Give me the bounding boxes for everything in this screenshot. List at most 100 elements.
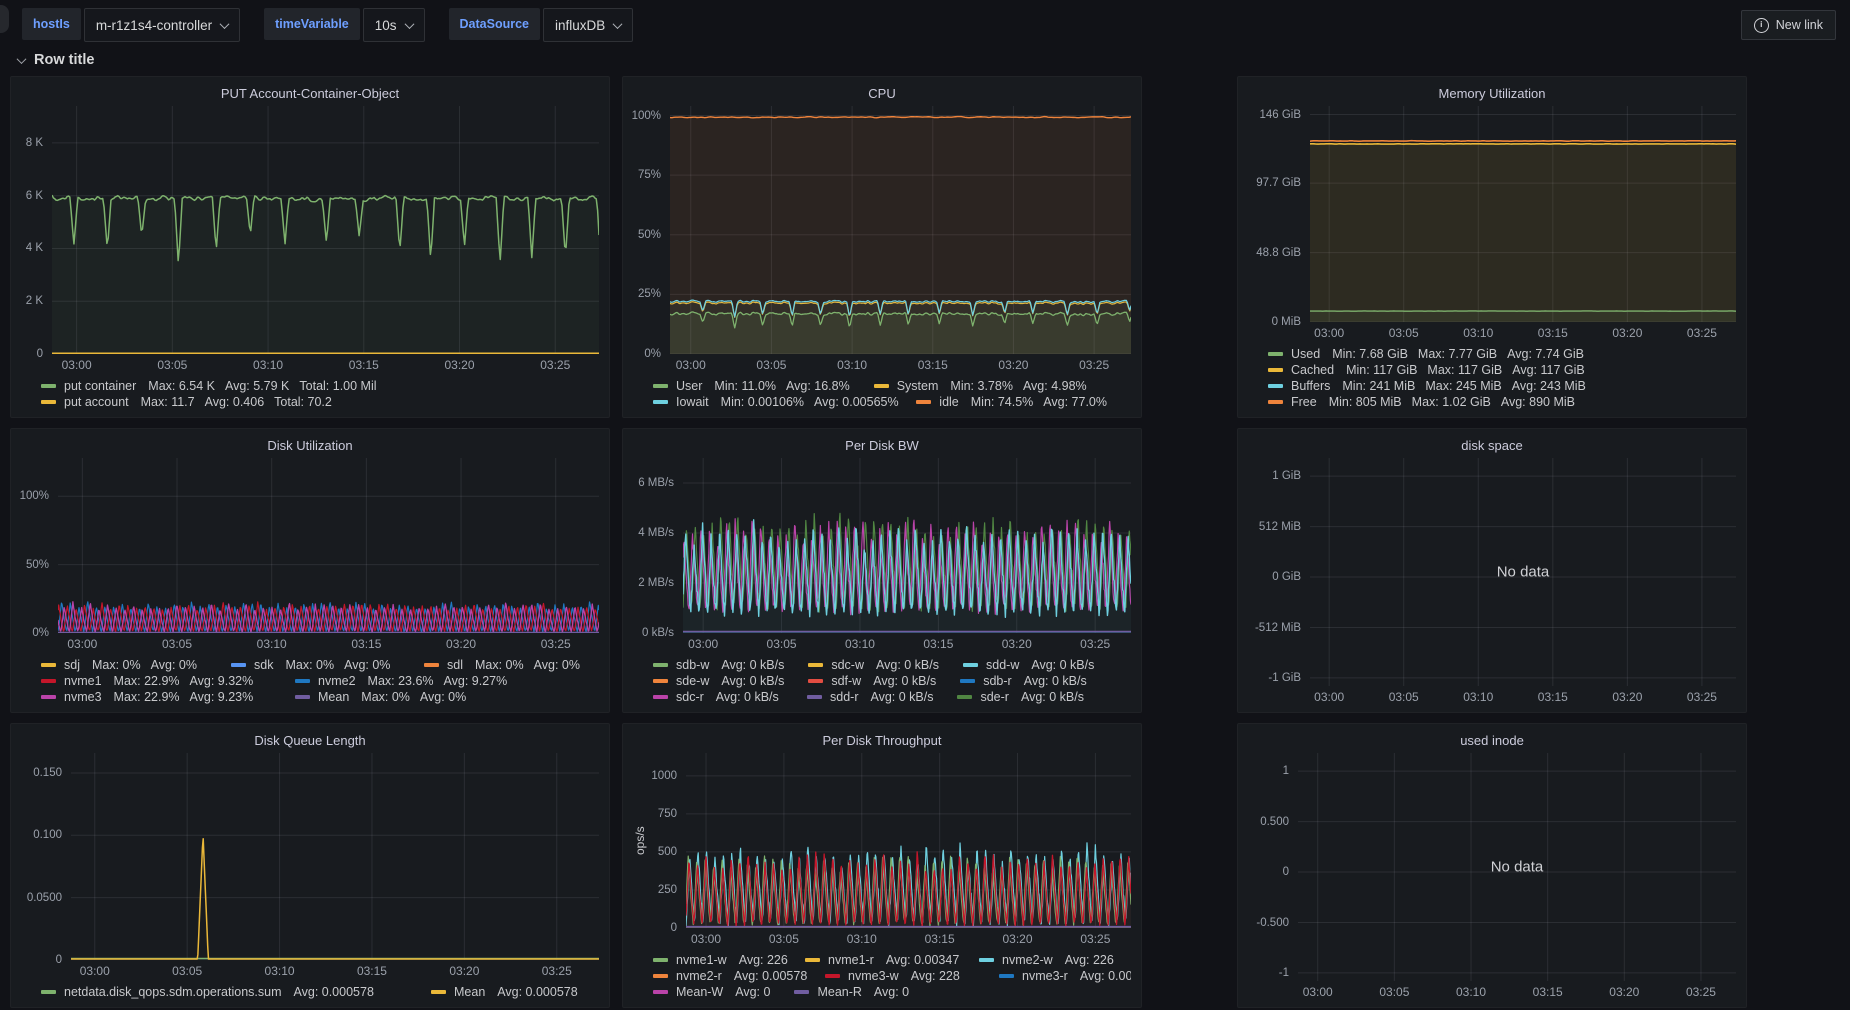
- y-axis-label: ops/s: [633, 753, 649, 928]
- chart-canvas[interactable]: [58, 458, 599, 633]
- chart-canvas[interactable]: [686, 753, 1131, 928]
- x-tick-label: 03:05: [172, 964, 202, 978]
- chevron-down-icon: [17, 54, 27, 64]
- legend-item-buffers[interactable]: BuffersMin: 241 MiBMax: 245 MiBAvg: 243 …: [1268, 379, 1596, 393]
- legend-item-put-container[interactable]: put containerMax: 6.54 KAvg: 5.79 KTotal…: [41, 379, 387, 393]
- chart-canvas[interactable]: [670, 106, 1131, 354]
- y-tick-label: 512 MiB: [1259, 521, 1301, 533]
- legend-swatch: [41, 990, 56, 994]
- legend-item-nvme2-r[interactable]: nvme2-rAvg: 0.00578: [653, 969, 811, 983]
- row-toggle[interactable]: Row title: [0, 48, 108, 76]
- legend-item-sdd-r[interactable]: sdd-rAvg: 0 kB/s: [807, 690, 943, 704]
- y-tick-label: -1: [1279, 967, 1289, 979]
- legend-item-nvme3-r[interactable]: nvme3-rAvg: 0.00867: [999, 969, 1131, 983]
- chart-canvas[interactable]: [1310, 106, 1736, 322]
- panel-title[interactable]: Disk Utilization: [21, 433, 599, 458]
- variable-select-hostis[interactable]: m-r1z1s4-controller: [84, 8, 240, 42]
- sidebar-edge: [0, 5, 9, 33]
- legend-series-name: sdk: [254, 658, 273, 672]
- legend-item-cached[interactable]: CachedMin: 117 GiBMax: 117 GiBAvg: 117 G…: [1268, 363, 1595, 377]
- legend-item-nvme1[interactable]: nvme1Max: 22.9%Avg: 9.32%: [41, 674, 281, 688]
- no-data-message: No data: [1491, 859, 1544, 876]
- panel-title[interactable]: CPU: [633, 81, 1131, 106]
- panel-row: Disk Queue Length0.1500.1000.0500003:000…: [10, 723, 1850, 1008]
- legend-stat: Min: 241 MiB: [1342, 379, 1415, 393]
- legend-item-nvme3-w[interactable]: nvme3-wAvg: 228: [825, 969, 985, 983]
- legend-item-sdj[interactable]: sdjMax: 0%Avg: 0%: [41, 658, 217, 672]
- chart-canvas[interactable]: No data: [1310, 458, 1736, 686]
- panel-title[interactable]: Disk Queue Length: [21, 728, 599, 753]
- variable-value-datasource: influxDB: [555, 18, 605, 33]
- x-tick-label: 03:10: [265, 964, 295, 978]
- legend-item-idle[interactable]: idleMin: 74.5%Avg: 77.0%: [916, 395, 1117, 409]
- legend-item-sdb-r[interactable]: sdb-rAvg: 0 kB/s: [960, 674, 1096, 688]
- legend-swatch: [653, 990, 668, 994]
- x-tick-label: 03:20: [446, 637, 476, 651]
- legend-item-sdf-w[interactable]: sdf-wAvg: 0 kB/s: [808, 674, 946, 688]
- legend-item-nvme3[interactable]: nvme3Max: 22.9%Avg: 9.23%: [41, 690, 281, 704]
- legend-series-name: Mean-R: [817, 985, 861, 999]
- y-tick-label: -1 GiB: [1268, 672, 1301, 684]
- legend-item-used[interactable]: UsedMin: 7.68 GiBMax: 7.77 GiBAvg: 7.74 …: [1268, 347, 1594, 361]
- legend-item-sdl[interactable]: sdlMax: 0%Avg: 0%: [424, 658, 590, 672]
- legend-stat: Min: 117 GiB: [1346, 363, 1417, 377]
- panel-title[interactable]: used inode: [1248, 728, 1736, 753]
- new-link-button[interactable]: i New link: [1741, 10, 1836, 40]
- legend-item-iowait[interactable]: IowaitMin: 0.00106%Avg: 0.00565%: [653, 395, 902, 409]
- x-tick-label: 03:25: [1080, 637, 1110, 651]
- legend-stat: Avg: 4.98%: [1023, 379, 1087, 393]
- variable-select-datasource[interactable]: influxDB: [543, 8, 633, 42]
- legend-item-system[interactable]: SystemMin: 3.78%Avg: 4.98%: [874, 379, 1097, 393]
- legend-stat: Avg: 0.00347: [886, 953, 959, 967]
- legend-item-sdc-w[interactable]: sdc-wAvg: 0 kB/s: [808, 658, 949, 672]
- plot-area: 100%75%50%25%0%: [633, 106, 1131, 354]
- y-tick-label: 100%: [632, 110, 661, 122]
- panel-title[interactable]: PUT Account-Container-Object: [21, 81, 599, 106]
- panel-title[interactable]: disk space: [1248, 433, 1736, 458]
- legend-stat: Min: 74.5%: [971, 395, 1034, 409]
- y-axis: 1 GiB512 MiB0 GiB-512 MiB-1 GiB: [1248, 458, 1310, 686]
- y-tick-label: 97.7 GiB: [1256, 177, 1301, 189]
- legend-item-sdd-w[interactable]: sdd-wAvg: 0 kB/s: [963, 658, 1104, 672]
- panel-title[interactable]: Per Disk Throughput: [633, 728, 1131, 753]
- legend-item-mean-r[interactable]: Mean-RAvg: 0: [794, 985, 919, 999]
- legend-item-sde-w[interactable]: sde-wAvg: 0 kB/s: [653, 674, 794, 688]
- chart-canvas[interactable]: [71, 753, 599, 960]
- variable-datasource: DataSource influxDB: [449, 8, 634, 42]
- legend-item-nvme2[interactable]: nvme2Max: 23.6%Avg: 9.27%: [295, 674, 517, 688]
- y-tick-label: 0: [37, 348, 43, 360]
- legend-item-netdata-disk-qops-sdm-operations-sum[interactable]: netdata.disk_qops.sdm.operations.sumAvg:…: [41, 985, 417, 999]
- x-tick-label: 03:25: [542, 964, 572, 978]
- legend-swatch: [1268, 368, 1283, 372]
- legend-item-mean[interactable]: MeanAvg: 0.000578: [431, 985, 588, 999]
- legend-item-sdk[interactable]: sdkMax: 0%Avg: 0%: [231, 658, 410, 672]
- chart-canvas[interactable]: [683, 458, 1131, 633]
- legend-item-nvme2-w[interactable]: nvme2-wAvg: 226: [979, 953, 1124, 967]
- legend-item-nvme1-w[interactable]: nvme1-wAvg: 226: [653, 953, 791, 967]
- x-tick-label: 03:20: [1002, 637, 1032, 651]
- y-tick-label: 500: [658, 846, 677, 858]
- legend-item-mean[interactable]: MeanMax: 0%Avg: 0%: [295, 690, 476, 704]
- legend-item-nvme1-r[interactable]: nvme1-rAvg: 0.00347: [805, 953, 965, 967]
- legend-item-free[interactable]: FreeMin: 805 MiBMax: 1.02 GiBAvg: 890 Mi…: [1268, 395, 1585, 409]
- legend-item-sdb-w[interactable]: sdb-wAvg: 0 kB/s: [653, 658, 794, 672]
- y-tick-label: 0: [56, 954, 62, 966]
- legend-item-put-account[interactable]: put accountMax: 11.7Avg: 0.406Total: 70.…: [41, 395, 342, 409]
- panel-title[interactable]: Memory Utilization: [1248, 81, 1736, 106]
- legend-item-sdc-r[interactable]: sdc-rAvg: 0 kB/s: [653, 690, 793, 704]
- y-tick-label: 48.8 GiB: [1256, 247, 1301, 259]
- x-tick-label: 03:20: [998, 358, 1028, 372]
- panel-row: PUT Account-Container-Object8 K6 K4 K2 K…: [10, 76, 1850, 418]
- legend-stat: Min: 11.0%: [714, 379, 776, 393]
- x-tick-label: 03:05: [1379, 985, 1409, 999]
- chart-canvas[interactable]: No data: [1298, 753, 1736, 981]
- variable-select-timevariable[interactable]: 10s: [363, 8, 425, 42]
- chart-canvas[interactable]: [52, 106, 599, 354]
- legend-swatch: [231, 663, 246, 667]
- legend-series-name: nvme3-w: [848, 969, 899, 983]
- legend-item-sde-r[interactable]: sde-rAvg: 0 kB/s: [957, 690, 1093, 704]
- legend: UserMin: 11.0%Avg: 16.8% SystemMin: 3.78%…: [633, 374, 1131, 411]
- panel-title[interactable]: Per Disk BW: [633, 433, 1131, 458]
- legend-item-mean-w[interactable]: Mean-WAvg: 0: [653, 985, 780, 999]
- legend-item-user[interactable]: UserMin: 11.0%Avg: 16.8%: [653, 379, 860, 393]
